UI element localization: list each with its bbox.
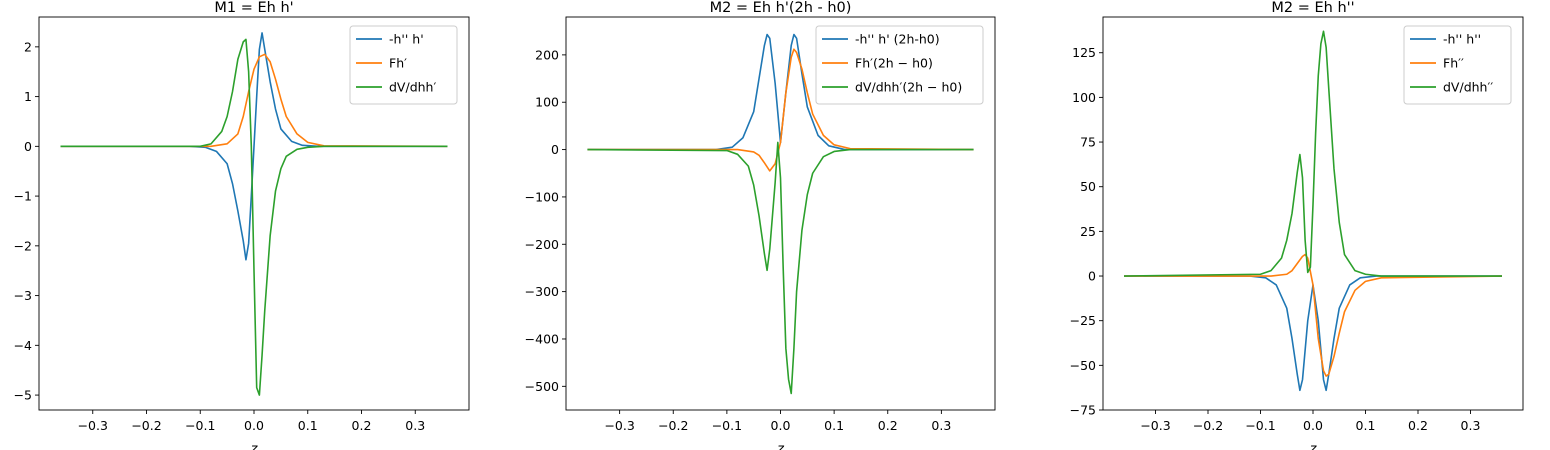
x-tick-label: 0.2 bbox=[352, 418, 372, 433]
y-tick-label: 50 bbox=[1080, 179, 1096, 194]
y-tick-label: 200 bbox=[535, 47, 559, 62]
legend-label-2: Fh′′ bbox=[1443, 56, 1464, 71]
series-group bbox=[60, 32, 448, 396]
x-tick-label: −0.3 bbox=[604, 418, 634, 433]
x-tick-label: 0.2 bbox=[878, 418, 898, 433]
y-tick-label: 100 bbox=[535, 95, 559, 110]
legend-label-2: Fh′(2h − h0) bbox=[855, 56, 933, 71]
legend-label-3: dV/dhh′ bbox=[389, 80, 436, 95]
legend-label-2: Fh′ bbox=[389, 56, 407, 71]
chart-title: M2 = Eh h'' bbox=[1271, 0, 1354, 16]
x-tick-label: 0.0 bbox=[1303, 418, 1323, 433]
series-line-2 bbox=[587, 48, 974, 172]
y-tick-label: −75 bbox=[1070, 403, 1096, 418]
y-tick-label: 100 bbox=[1072, 90, 1096, 105]
legend-label-1: -h'' h' (2h-h0) bbox=[855, 32, 940, 47]
y-tick-label: −2 bbox=[14, 238, 32, 253]
y-tick-label: −50 bbox=[1070, 358, 1096, 373]
y-tick-label: 125 bbox=[1072, 45, 1096, 60]
series-group bbox=[587, 33, 974, 395]
x-tick-label: −0.2 bbox=[1193, 418, 1223, 433]
chart-panel-2: M2 = Eh h'(2h - h0) −0.3 −0.2 −0.1 0.0 0.1 0.2… bbox=[525, 0, 996, 450]
y-tick-label: −4 bbox=[14, 338, 32, 353]
y-tick-label: −1 bbox=[14, 189, 32, 204]
y-tick-label: −25 bbox=[1070, 313, 1096, 328]
y-tick-label: −5 bbox=[14, 388, 32, 403]
x-tick-label: 0.0 bbox=[244, 418, 264, 433]
x-axis-label: z bbox=[250, 442, 259, 450]
series-line-2 bbox=[1124, 253, 1503, 377]
x-tick-label: 0.3 bbox=[405, 418, 425, 433]
y-tick-label: −300 bbox=[525, 284, 559, 299]
legend-box bbox=[1403, 25, 1512, 105]
legend-label-3: dV/dhh′′ bbox=[1443, 80, 1493, 95]
x-tick-label: 0.1 bbox=[1356, 418, 1376, 433]
series-group bbox=[1123, 30, 1503, 392]
y-tick-label: −200 bbox=[525, 237, 559, 252]
series-line-3 bbox=[60, 38, 448, 396]
x-tick-label: −0.1 bbox=[712, 418, 742, 433]
chart-title: M1 = Eh h' bbox=[214, 0, 293, 16]
y-tick-label: 0 bbox=[24, 139, 32, 154]
chart-panel-3: M2 = Eh h'' −0.3 −0.2 −0.1 0.0 0.1 0.2 0.3 −75 −5… bbox=[1070, 0, 1524, 450]
x-axis-label: z bbox=[776, 442, 785, 450]
x-tick-label: −0.3 bbox=[78, 418, 108, 433]
y-tick-label: −500 bbox=[525, 379, 559, 394]
series-line-1 bbox=[1124, 275, 1502, 392]
y-tick-label: 0 bbox=[1088, 269, 1096, 284]
series-line-3 bbox=[587, 141, 974, 395]
x-axis-label: z bbox=[1309, 442, 1318, 450]
legend-box bbox=[815, 25, 984, 105]
y-tick-label: 1 bbox=[24, 89, 32, 104]
x-tick-label: 0.3 bbox=[1461, 418, 1481, 433]
legend-label-1: -h'' h'' bbox=[1443, 32, 1481, 47]
x-tick-label: −0.1 bbox=[185, 418, 215, 433]
legend-box bbox=[349, 25, 458, 105]
y-tick-label: −400 bbox=[525, 331, 559, 346]
legend: -h'' h'' Fh′′ dV/dhh′′ bbox=[1403, 25, 1512, 105]
legend-label-3: dV/dhh′(2h − h0) bbox=[855, 80, 962, 95]
y-tick-label: −3 bbox=[14, 288, 32, 303]
series-line-2 bbox=[60, 53, 448, 148]
x-tick-label: −0.3 bbox=[1140, 418, 1170, 433]
x-tick-label: −0.2 bbox=[131, 418, 161, 433]
y-tick-label: 75 bbox=[1080, 135, 1096, 150]
series-line-1 bbox=[60, 32, 448, 261]
series-line-3 bbox=[1123, 30, 1502, 277]
chart-title: M2 = Eh h'(2h - h0) bbox=[710, 0, 852, 16]
x-tick-label: 0.3 bbox=[931, 418, 951, 433]
legend: -h'' h' Fh′ dV/dhh′ bbox=[349, 25, 458, 105]
x-tick-label: −0.1 bbox=[1245, 418, 1275, 433]
y-tick-label: 2 bbox=[24, 39, 32, 54]
chart-panel-1: M1 = Eh h' −0.3 −0.2 −0.1 0.0 0.1 0.2 0.3 −5 −4 −3… bbox=[14, 0, 470, 450]
x-tick-label: 0.1 bbox=[298, 418, 318, 433]
legend-label-1: -h'' h' bbox=[389, 32, 424, 47]
x-tick-label: 0.0 bbox=[771, 418, 791, 433]
y-tick-label: 0 bbox=[551, 142, 559, 157]
legend: -h'' h' (2h-h0) Fh′(2h − h0) dV/dhh′(2h − … bbox=[815, 25, 984, 105]
x-tick-label: −0.2 bbox=[658, 418, 688, 433]
y-tick-label: −100 bbox=[525, 189, 559, 204]
x-tick-label: 0.2 bbox=[1408, 418, 1428, 433]
y-tick-label: 25 bbox=[1080, 224, 1096, 239]
x-tick-label: 0.1 bbox=[824, 418, 844, 433]
